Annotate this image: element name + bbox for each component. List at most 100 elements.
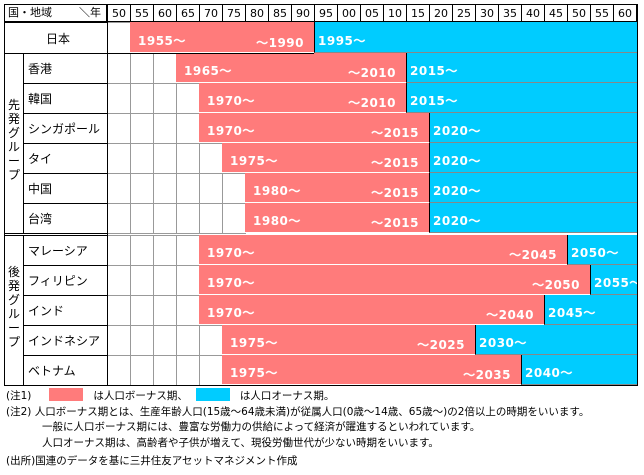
onus-bar xyxy=(406,53,637,83)
grid-cell xyxy=(130,113,154,144)
country-name: インド xyxy=(23,295,108,326)
grid-cell xyxy=(153,295,177,326)
country-name: インドネシア xyxy=(23,325,108,356)
bonus-start-label: 1970～ xyxy=(207,306,255,320)
grid-cell xyxy=(176,173,200,204)
year-tick-label: 05 xyxy=(360,4,384,22)
bonus-legend-label: は人口ボーナス期、 xyxy=(93,390,188,402)
bonus-end-label: ～2015 xyxy=(371,186,419,200)
country-name: タイ xyxy=(23,143,108,174)
onus-legend-swatch xyxy=(195,388,230,401)
country-name: マレーシア xyxy=(23,235,108,266)
year-tick-label: 60 xyxy=(613,4,637,22)
grid-cell xyxy=(107,295,131,326)
group-label: 後発グループ xyxy=(7,265,20,349)
bonus-legend-swatch xyxy=(49,388,84,401)
grid-cell xyxy=(130,53,154,84)
grid-cell xyxy=(176,295,200,326)
grid-cell xyxy=(153,53,177,84)
onus-bar xyxy=(429,173,637,203)
onus-bar xyxy=(429,143,637,173)
note-2-prefix: (注2) xyxy=(6,405,32,418)
japan-row-bottom xyxy=(4,53,314,54)
onus-start-label: 2015～ xyxy=(410,64,458,78)
bonus-end-label: ～2010 xyxy=(348,66,396,80)
year-tick-label: 95 xyxy=(314,4,338,22)
note-2-line-3: 人口オーナス期は、高齢者や子供が増えて、現役労働世代が少ない時期をいいます。 xyxy=(42,436,439,449)
bonus-start-label: 1970～ xyxy=(207,276,255,290)
bonus-start-label: 1975～ xyxy=(230,336,278,350)
onus-start-label: 2015～ xyxy=(410,94,458,108)
grid-cell xyxy=(107,265,131,296)
year-tick-label: 00 xyxy=(337,4,361,22)
onus-bar xyxy=(544,295,637,325)
bonus-bar xyxy=(222,355,521,385)
grid-cell xyxy=(176,143,200,174)
bonus-start-label: 1980～ xyxy=(253,184,301,198)
country-name: 日本 xyxy=(4,22,108,54)
note-2: (注2) 人口ボーナス期とは、生産年齢人口(15歳～64歳未満)が従属人口(0歳… xyxy=(6,405,589,421)
grid-cell xyxy=(153,83,177,114)
country-name: 台湾 xyxy=(23,203,108,234)
grid-cell xyxy=(222,173,246,204)
onus-bar xyxy=(429,203,637,233)
corner-label-year: ＼年 xyxy=(79,6,101,19)
bonus-start-label: 1975～ xyxy=(230,366,278,380)
country-name: ベトナム xyxy=(23,355,108,386)
grid-cell xyxy=(153,173,177,204)
note-2-line-1: 人口ボーナス期とは、生産年齢人口(15歳～64歳未満)が従属人口(0歳～14歳、… xyxy=(34,405,590,418)
bonus-end-label: ～2015 xyxy=(371,156,419,170)
year-tick-label: 80 xyxy=(245,4,269,22)
grid-cell xyxy=(107,53,131,84)
footnotes: (注1) は人口ボーナス期、 は人口オーナス期。 (注2) 人口ボーナス期とは、生産… xyxy=(6,388,589,470)
year-tick-label: 25 xyxy=(452,4,476,22)
onus-bar xyxy=(567,235,637,265)
onus-start-label: 2020～ xyxy=(433,184,481,198)
bonus-end-label: ～2015 xyxy=(371,126,419,140)
grid-cell xyxy=(222,203,246,234)
country-name: 香港 xyxy=(23,53,108,84)
grid-cell xyxy=(130,235,154,266)
onus-bar xyxy=(429,113,637,143)
corner-label-country: 国・地域 xyxy=(8,6,52,19)
grid-cell xyxy=(153,143,177,174)
bonus-bar xyxy=(245,203,429,233)
grid-cell xyxy=(130,295,154,326)
bonus-start-label: 1970～ xyxy=(207,124,255,138)
grid-cell xyxy=(153,325,177,356)
year-tick-label: 30 xyxy=(475,4,499,22)
year-tick-label: 45 xyxy=(544,4,568,22)
grid-cell xyxy=(107,22,131,54)
bonus-start-label: 1975～ xyxy=(230,154,278,168)
bonus-bar xyxy=(222,325,475,355)
country-name: シンガポール xyxy=(23,113,108,144)
year-tick-label: 55 xyxy=(590,4,614,22)
bonus-bar xyxy=(176,53,406,83)
grid-cell xyxy=(199,173,223,204)
grid-cell xyxy=(153,265,177,296)
year-tick-label: 20 xyxy=(429,4,453,22)
group-label: 先発グループ xyxy=(7,98,20,182)
bonus-bar xyxy=(199,295,544,325)
grid-cell xyxy=(176,203,200,234)
bonus-bar xyxy=(199,113,429,143)
bonus-end-label: ～2045 xyxy=(509,248,557,262)
grid-cell xyxy=(107,325,131,356)
grid-cell xyxy=(199,203,223,234)
bonus-start-label: 1955～ xyxy=(138,33,186,48)
grid-cell xyxy=(130,173,154,204)
grid-cell xyxy=(130,265,154,296)
note-2-line-2: 一般に人口ボーナス期には、豊富な労働力の供給によって経済が躍進するといわれていま… xyxy=(42,421,481,433)
country-name: 中国 xyxy=(23,173,108,204)
bonus-end-label: ～2025 xyxy=(417,338,465,352)
onus-bar xyxy=(475,325,637,355)
grid-cell xyxy=(199,325,223,356)
bonus-bar xyxy=(199,235,567,265)
grid-cell xyxy=(107,355,131,386)
year-tick-label: 40 xyxy=(521,4,545,22)
grid-cell xyxy=(107,203,131,234)
year-tick-label: 50 xyxy=(107,4,131,22)
grid-cell xyxy=(176,113,200,144)
onus-bar xyxy=(521,355,637,385)
country-name: 韓国 xyxy=(23,83,108,114)
